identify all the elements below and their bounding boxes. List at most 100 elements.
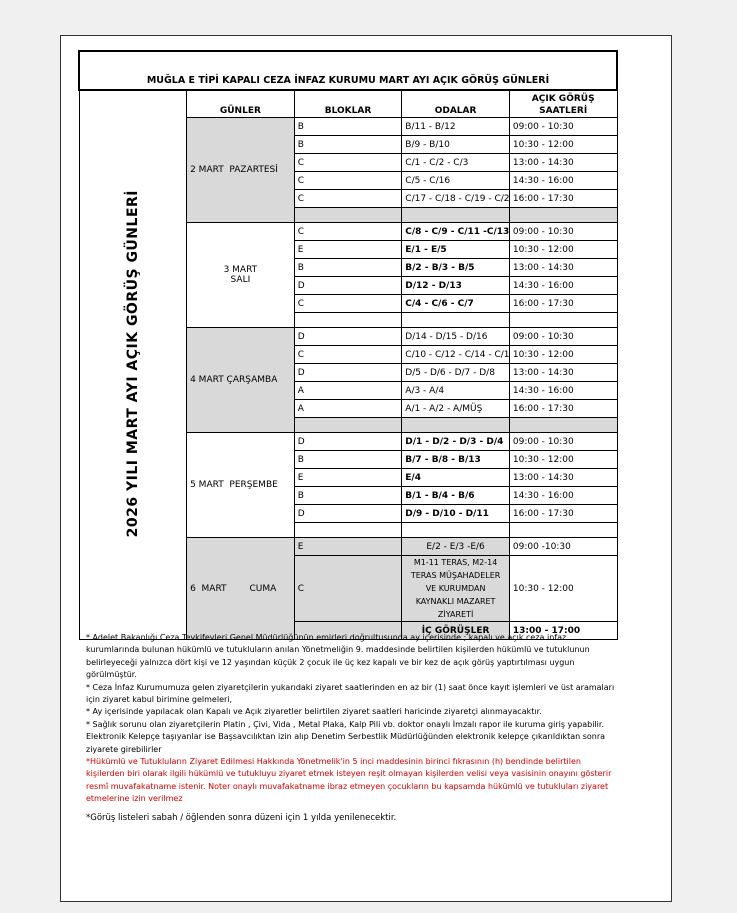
schedule-row: E E/1 - E/5 10:30 - 12:00: [79, 240, 618, 259]
room-cell: E/1 - E/5: [401, 240, 510, 259]
time-cell: 14:30 - 16:00: [508, 486, 618, 505]
day-cell: 3 MART SALI: [186, 222, 295, 328]
time-cell: 13:00 - 14:30: [508, 153, 618, 172]
block-cell: C: [293, 345, 403, 364]
blank-row: [79, 417, 618, 433]
block-cell: D: [293, 504, 403, 523]
red-note: *Hükümlü ve Tutukluların Ziyaret Edilmes…: [86, 757, 612, 804]
time-cell: 16:00 - 17:30: [508, 399, 618, 418]
room-cell: E/4: [401, 468, 510, 487]
time-cell: 09:00 - 10:30: [508, 327, 618, 346]
room-cell: B/7 - B/8 - B/13: [401, 450, 510, 469]
schedule-row: A A/1 - A/2 - A/MÜŞ 16:00 - 17:30: [79, 399, 618, 418]
block-cell: B: [293, 135, 403, 154]
inner-visit-row: İÇ GÖRÜŞLER 13:00 - 17:00: [79, 621, 618, 640]
blank-cell: [293, 621, 403, 640]
room-cell: E/2 - E/3 -E/6: [401, 537, 510, 556]
column-header: AÇIK GÖRÜŞ SAATLERİ: [508, 89, 618, 118]
schedule-row: B B/7 - B/8 - B/13 10:30 - 12:00: [79, 450, 618, 469]
blank-cell: [293, 312, 403, 328]
title-row: MUĞLA E TİPİ KAPALI CEZA İNFAZ KURUMU MA…: [78, 50, 618, 91]
room-cell: B/2 - B/3 - B/5: [401, 258, 510, 277]
blank-cell: [508, 417, 618, 433]
blank-row: [79, 522, 618, 538]
time-cell: 10:30 - 12:00: [508, 450, 618, 469]
time-cell: 13:00 - 14:30: [508, 363, 618, 382]
schedule-row: C M1-11 TERAS, M2-14 TERAS MÜŞAHADELER VE…: [79, 555, 618, 622]
room-cell: B/1 - B/4 - B/6: [401, 486, 510, 505]
schedule-row: 3 MART SALI C C/8 - C/9 - C/11 -C/13 09:00 …: [79, 222, 618, 328]
block-cell: B: [293, 258, 403, 277]
schedule-row: D D/5 - D/6 - D/7 - D/8 13:00 - 14:30: [79, 363, 618, 382]
room-cell: B/9 - B/10: [401, 135, 510, 154]
schedule-row: C C/4 - C/6 - C/7 16:00 - 17:30: [79, 294, 618, 313]
note: * Adelet Bakanlığı Ceza Tevkifevleri Gen…: [86, 633, 590, 680]
schedule-table: MUĞLA E TİPİ KAPALI CEZA İNFAZ KURUMU MA…: [78, 50, 618, 640]
table-title: MUĞLA E TİPİ KAPALI CEZA İNFAZ KURUMU MA…: [78, 50, 618, 91]
time-cell: 13:00 - 14:30: [508, 468, 618, 487]
time-cell: 14:30 - 16:00: [508, 171, 618, 190]
block-cell: B: [293, 117, 403, 136]
blank-cell: [293, 522, 403, 538]
time-cell: 13:00 - 14:30: [508, 258, 618, 277]
room-cell: D/1 - D/2 - D/3 - D/4: [401, 432, 510, 451]
block-cell: D: [293, 363, 403, 382]
room-cell: C/1 - C/2 - C/3: [401, 153, 510, 172]
time-cell: 16:00 - 17:30: [508, 504, 618, 523]
block-cell: C: [293, 222, 403, 241]
room-cell: A/1 - A/2 - A/MÜŞ: [401, 399, 510, 418]
room-cell: C/5 - C/16: [401, 171, 510, 190]
day-cell: 6 MART CUMA: [186, 537, 295, 640]
room-cell: D/14 - D/15 - D/16: [401, 327, 510, 346]
schedule-row: 6 MART CUMA E E/2 - E/3 -E/6 09:00 -10:30: [79, 537, 618, 640]
schedule-row: E E/4 13:00 - 14:30: [79, 468, 618, 487]
header-row: 2026 YILI MART AYI AÇIK GÖRÜŞ GÜNLERİ GÜN…: [78, 89, 618, 640]
schedule-row: 5 MART PERŞEMBE D D/1 - D/2 - D/3 - D/4 09:…: [79, 432, 618, 538]
schedule-row: 2 MART PAZARTESİ B B/11 - B/12 09:00 - 10:3…: [79, 117, 618, 223]
notes: * Adelet Bakanlığı Ceza Tevkifevleri Gen…: [86, 632, 618, 824]
blank-cell: [401, 417, 510, 433]
block-cell: C: [293, 171, 403, 190]
time-cell: 16:00 - 17:30: [508, 294, 618, 313]
time-cell: 16:00 - 17:30: [508, 189, 618, 208]
time-cell: 10:30 - 12:00: [508, 345, 618, 364]
blank-cell: [293, 207, 403, 223]
block-cell: A: [293, 381, 403, 400]
room-cell: C/17 - C/18 - C/19 - C/20: [401, 189, 510, 208]
room-cell: C/4 - C/6 - C/7: [401, 294, 510, 313]
column-header: ODALAR: [401, 89, 510, 118]
block-cell: C: [293, 555, 403, 622]
blank-cell: [293, 417, 403, 433]
blank-cell: [508, 207, 618, 223]
time-cell: 14:30 - 16:00: [508, 276, 618, 295]
block-cell: C: [293, 153, 403, 172]
room-cell: C/8 - C/9 - C/11 -C/13: [401, 222, 510, 241]
room-cell: D/5 - D/6 - D/7 - D/8: [401, 363, 510, 382]
block-cell: D: [293, 276, 403, 295]
room-cell: M1-11 TERAS, M2-14 TERAS MÜŞAHADELER VE …: [401, 555, 510, 622]
time-cell: 09:00 - 10:30: [508, 432, 618, 451]
time-cell: 09:00 - 10:30: [508, 222, 618, 241]
blank-cell: [401, 312, 510, 328]
inner-visit-label: İÇ GÖRÜŞLER: [401, 621, 510, 640]
time-cell: 10:30 - 12:00: [508, 555, 618, 622]
block-cell: E: [293, 468, 403, 487]
room-cell: A/3 - A/4: [401, 381, 510, 400]
schedule-row: 4 MART ÇARŞAMBA D D/14 - D/15 - D/16 09:00 …: [79, 327, 618, 433]
blank-cell: [401, 522, 510, 538]
block-cell: E: [293, 537, 403, 556]
block-cell: B: [293, 486, 403, 505]
room-cell: D/12 - D/13: [401, 276, 510, 295]
day-cell: 4 MART ÇARŞAMBA: [186, 327, 295, 433]
day-cell: 5 MART PERŞEMBE: [186, 432, 295, 538]
time-cell: 09:00 -10:30: [508, 537, 618, 556]
side-label: 2026 YILI MART AYI AÇIK GÖRÜŞ GÜNLERİ: [124, 189, 141, 538]
blank-cell: [401, 207, 510, 223]
time-cell: 14:30 - 16:00: [508, 381, 618, 400]
time-cell: 09:00 - 10:30: [508, 117, 618, 136]
blank-cell: [508, 522, 618, 538]
note: * Sağlık sorunu olan ziyaretçilerin Plat…: [86, 719, 606, 754]
column-header: BLOKLAR: [293, 89, 403, 118]
block-cell: B: [293, 450, 403, 469]
time-cell: 10:30 - 12:00: [508, 240, 618, 259]
